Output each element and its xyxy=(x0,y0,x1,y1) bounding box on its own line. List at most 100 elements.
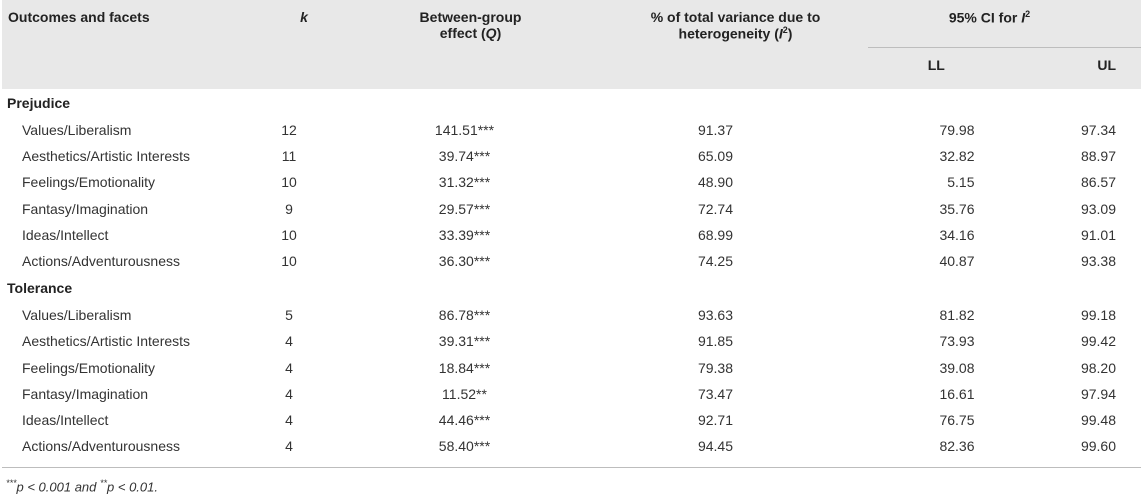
group-row: Tolerance xyxy=(2,274,1141,302)
facet-cell: Ideas/Intellect xyxy=(22,411,109,428)
facet-cell: Values/Liberalism xyxy=(22,307,132,324)
q-cell: 141.51*** xyxy=(434,122,495,139)
header-q-line1: Between-group xyxy=(419,9,522,25)
facet-cell: Ideas/Intellect xyxy=(22,226,109,243)
facet-cell: Values/Liberalism xyxy=(22,122,132,139)
ll-cell: 79.98 xyxy=(939,122,975,139)
k-cell: 4 xyxy=(285,333,293,350)
ul-cell: 99.42 xyxy=(1080,333,1116,350)
q-cell: 11.52** xyxy=(442,385,487,402)
k-cell: 4 xyxy=(285,359,293,376)
header-ci-sup: 2 xyxy=(1025,9,1031,19)
k-cell: 5 xyxy=(285,307,293,324)
i2-cell: 93.63 xyxy=(697,307,734,324)
k-cell: 11 xyxy=(281,148,297,165)
q-cell: 29.57*** xyxy=(438,200,491,217)
i2-cell: 74.25 xyxy=(697,253,734,270)
ul-cell: 97.34 xyxy=(1080,122,1116,139)
table-row: Actions/Adventurousness 10 36.30*** 74.25 40… xyxy=(2,248,1141,274)
header-q-line2-post: ) xyxy=(496,25,502,41)
facet-cell: Actions/Adventurousness xyxy=(2,433,270,469)
table-row: Aesthetics/Artistic Interests 4 39.31*** 91… xyxy=(2,328,1141,354)
group-title: Tolerance xyxy=(7,280,73,297)
i2-cell: 92.71 xyxy=(697,411,734,428)
table-row: Ideas/Intellect 4 44.46*** 92.71 76.75 99.48 xyxy=(2,407,1141,433)
group-row: Prejudice xyxy=(2,89,1141,117)
ll-cell: 32.82 xyxy=(939,148,975,165)
i2-cell: 94.45 xyxy=(603,433,868,469)
i2-cell: 91.85 xyxy=(697,333,734,350)
i2-cell: 79.38 xyxy=(697,359,734,376)
q-cell: 58.40*** xyxy=(338,433,603,469)
table-row: Feelings/Emotionality 10 31.32*** 48.90 5.15… xyxy=(2,169,1141,195)
table-row: Fantasy/Imagination 4 11.52** 73.47 16.61 97.… xyxy=(2,381,1141,407)
k-cell: 4 xyxy=(285,411,293,428)
k-cell: 12 xyxy=(281,122,297,139)
table-row: Fantasy/Imagination 9 29.57*** 72.74 35.76 93… xyxy=(2,196,1141,222)
header-i-symbol: I xyxy=(778,25,783,42)
header-k-text: k xyxy=(300,9,308,25)
header-ci-symbol: I xyxy=(1021,9,1026,26)
ul-cell: 99.18 xyxy=(1080,307,1116,324)
ul-cell: 97.94 xyxy=(1080,385,1116,402)
ul-cell: 88.97 xyxy=(1080,148,1116,165)
footnote-text-2: p < 0.01. xyxy=(107,479,158,495)
results-table: Outcomes and facets k Between-group effe… xyxy=(2,0,1141,469)
table-body: Prejudice Values/Liberalism 12 141.51*** 91.… xyxy=(2,89,1141,469)
table-row: Aesthetics/Artistic Interests 11 39.74*** 6… xyxy=(2,143,1141,169)
q-cell: 36.30*** xyxy=(438,253,491,270)
header-ll: LL xyxy=(927,57,945,73)
q-cell: 39.31*** xyxy=(438,333,491,350)
header-between-group: Between-group effect (Q) xyxy=(338,0,603,89)
ll-cell: 40.87 xyxy=(939,253,975,270)
ll-cell: 16.61 xyxy=(939,385,975,402)
footnote: ***p < 0.001 and **p < 0.01. xyxy=(6,478,1143,494)
ul-cell: 99.48 xyxy=(1080,411,1116,428)
group-title: Prejudice xyxy=(7,95,71,111)
k-cell: 10 xyxy=(281,226,297,243)
header-variance: % of total variance due to heterogeneity… xyxy=(603,0,868,89)
header-ul: UL xyxy=(1097,57,1116,73)
ul-cell: 98.20 xyxy=(1080,359,1116,376)
table-row: Values/Liberalism 5 86.78*** 93.63 81.82 99.1… xyxy=(2,302,1141,328)
q-cell: 33.39*** xyxy=(438,226,491,243)
table-row: Actions/Adventurousness 4 58.40*** 94.45 82.… xyxy=(2,433,1141,469)
ul-cell: 91.01 xyxy=(1080,226,1116,243)
facet-cell: Actions/Adventurousness xyxy=(22,253,180,270)
header-i-sup: 2 xyxy=(782,25,788,35)
k-cell: 4 xyxy=(270,433,338,469)
ul-cell: 93.09 xyxy=(1080,200,1116,217)
header-row-1: Outcomes and facets k Between-group effe… xyxy=(2,0,1141,48)
facet-cell: Aesthetics/Artistic Interests xyxy=(22,333,191,350)
ll-cell: 35.76 xyxy=(939,200,975,217)
k-cell: 4 xyxy=(285,385,293,402)
ul-cell: 99.60 xyxy=(1004,433,1141,469)
k-cell: 10 xyxy=(281,253,297,270)
header-i-line2-post: ) xyxy=(787,25,793,42)
q-cell: 44.46*** xyxy=(438,411,491,428)
table-header: Outcomes and facets k Between-group effe… xyxy=(2,0,1141,89)
q-cell: 18.84*** xyxy=(438,359,491,376)
k-cell: 10 xyxy=(281,174,297,191)
i2-cell: 91.37 xyxy=(697,122,734,139)
facet-cell: Fantasy/Imagination xyxy=(22,385,149,402)
header-k: k xyxy=(270,0,338,89)
header-q-symbol: Q xyxy=(485,25,497,41)
facet-cell: Feelings/Emotionality xyxy=(22,359,156,376)
ul-cell: 86.57 xyxy=(1080,174,1116,191)
footnote-stars-2: ** xyxy=(100,478,108,489)
q-cell: 86.78*** xyxy=(438,307,491,324)
i2-cell: 73.47 xyxy=(697,385,734,402)
ul-cell: 93.38 xyxy=(1080,253,1116,270)
table-row: Values/Liberalism 12 141.51*** 91.37 79.98 97… xyxy=(2,117,1141,143)
header-outcomes: Outcomes and facets xyxy=(8,9,150,25)
table-row: Feelings/Emotionality 4 18.84*** 79.38 39.08… xyxy=(2,355,1141,381)
facet-cell: Fantasy/Imagination xyxy=(22,200,149,217)
facet-cell: Aesthetics/Artistic Interests xyxy=(22,148,191,165)
header-ci-pre: 95% CI for xyxy=(948,9,1022,26)
ll-cell: 34.16 xyxy=(939,226,975,243)
k-cell: 9 xyxy=(285,200,293,217)
i2-cell: 48.90 xyxy=(697,174,734,191)
ll-cell: 39.08 xyxy=(939,359,975,376)
